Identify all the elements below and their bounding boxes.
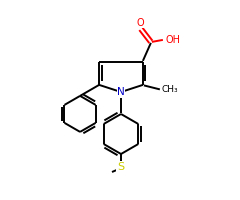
Text: OH: OH (166, 35, 181, 45)
Text: O: O (136, 18, 144, 28)
Text: CH₃: CH₃ (162, 85, 179, 94)
Text: N: N (117, 87, 125, 97)
Text: S: S (117, 162, 125, 172)
